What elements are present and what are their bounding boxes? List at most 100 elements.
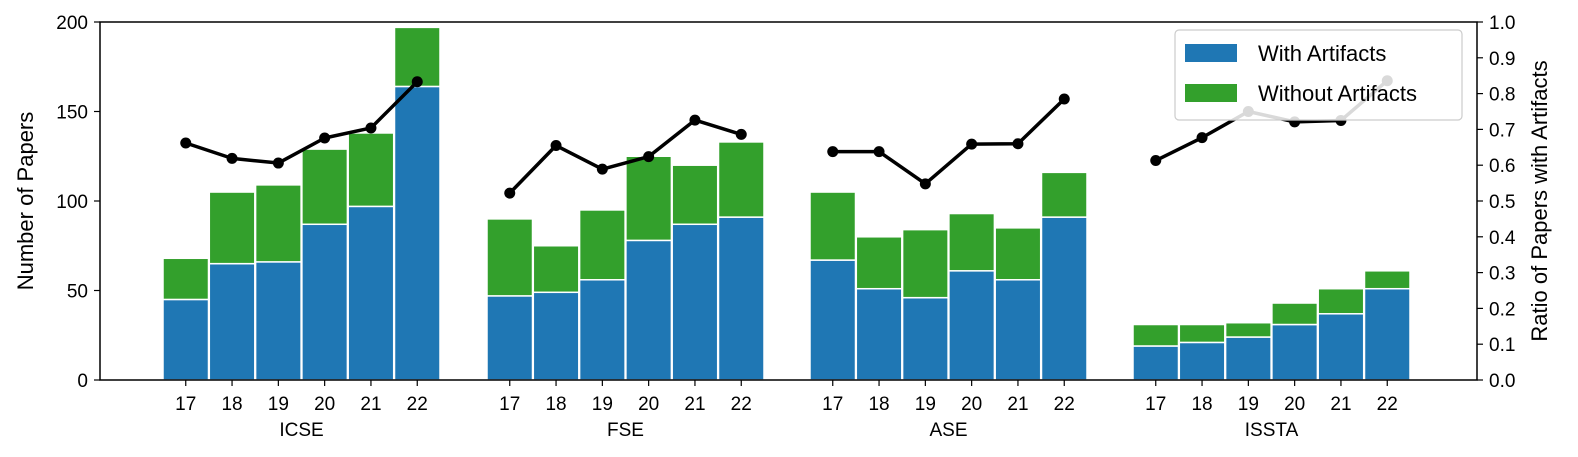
bar-without-artifacts bbox=[1317, 287, 1365, 315]
bar-without-artifacts bbox=[1178, 323, 1226, 344]
bar-without-artifacts bbox=[901, 228, 949, 299]
bar-with-artifacts bbox=[1178, 341, 1226, 381]
legend-swatch bbox=[1185, 84, 1237, 102]
ratio-point bbox=[735, 128, 747, 140]
bar-with-artifacts bbox=[208, 262, 256, 381]
y2-axis-label: Ratio of Papers with Artifacts bbox=[1527, 60, 1552, 341]
bar-without-artifacts bbox=[532, 245, 580, 294]
ratio-point bbox=[504, 187, 516, 199]
group-label: FSE bbox=[607, 420, 644, 441]
y2-tick-label: 0.7 bbox=[1489, 120, 1515, 141]
legend-label: With Artifacts bbox=[1258, 41, 1386, 66]
ratio-line-layer bbox=[180, 75, 1393, 199]
legend-swatch bbox=[1185, 44, 1237, 62]
x-tick-label: 22 bbox=[407, 394, 428, 415]
bar-without-artifacts bbox=[1132, 323, 1180, 347]
x-tick-label: 17 bbox=[822, 394, 843, 415]
group-label: ICSE bbox=[279, 420, 323, 441]
y-tick-label: 200 bbox=[56, 13, 88, 34]
ratio-point bbox=[596, 163, 608, 175]
ratio-point bbox=[319, 132, 331, 144]
x-tick-label: 18 bbox=[221, 394, 242, 415]
bar-without-artifacts bbox=[578, 209, 626, 281]
x-tick-label: 19 bbox=[915, 394, 936, 415]
bar-without-artifacts bbox=[1271, 302, 1319, 326]
x-tick-label: 18 bbox=[868, 394, 889, 415]
bar-without-artifacts bbox=[671, 164, 719, 226]
y2-tick-label: 0.6 bbox=[1489, 156, 1515, 177]
ratio-line bbox=[508, 118, 742, 195]
bar-with-artifacts bbox=[717, 216, 765, 381]
y2-tick-label: 0.4 bbox=[1489, 228, 1516, 249]
ratio-point bbox=[411, 76, 423, 88]
bar-with-artifacts bbox=[347, 205, 395, 381]
y2-tick-label: 0.8 bbox=[1489, 85, 1515, 106]
legend: With Artifacts Without Artifacts bbox=[1174, 29, 1463, 121]
x-tick-label: 17 bbox=[499, 394, 520, 415]
x-tick-label: 21 bbox=[360, 394, 381, 415]
bar-with-artifacts bbox=[254, 261, 302, 381]
bar-with-artifacts bbox=[486, 295, 534, 381]
x-tick-label: 21 bbox=[1007, 394, 1028, 415]
y2-tick-label: 0.0 bbox=[1489, 371, 1515, 392]
bar-without-artifacts bbox=[208, 191, 256, 265]
ratio-line bbox=[832, 97, 1066, 186]
x-tick-label: 19 bbox=[592, 394, 613, 415]
x-tick-label: 20 bbox=[1284, 394, 1305, 415]
ratio-point bbox=[689, 114, 701, 126]
x-tick-label: 21 bbox=[684, 394, 705, 415]
bar-with-artifacts bbox=[532, 291, 580, 381]
y-tick-label: 0 bbox=[77, 371, 88, 392]
bar-with-artifacts bbox=[1363, 287, 1411, 381]
y2-tick-label: 0.9 bbox=[1489, 49, 1515, 70]
bar-with-artifacts bbox=[1224, 336, 1272, 381]
y2-tick-label: 0.3 bbox=[1489, 264, 1515, 285]
ratio-point bbox=[873, 146, 885, 158]
y2-tick-label: 1.0 bbox=[1489, 13, 1515, 34]
bar-with-artifacts bbox=[578, 279, 626, 381]
bar-with-artifacts bbox=[994, 279, 1042, 381]
ratio-point bbox=[643, 151, 655, 163]
y-tick-label: 50 bbox=[67, 282, 88, 303]
x-tick-label: 17 bbox=[1145, 394, 1166, 415]
x-tick-label: 20 bbox=[961, 394, 982, 415]
y-axis-label: Number of Papers bbox=[13, 112, 38, 291]
bar-with-artifacts bbox=[1040, 216, 1088, 381]
bar-without-artifacts bbox=[486, 218, 534, 297]
x-tick-label: 22 bbox=[1377, 394, 1398, 415]
legend-label: Without Artifacts bbox=[1258, 81, 1417, 106]
legend-box bbox=[1174, 29, 1463, 121]
x-tick-label: 22 bbox=[731, 394, 752, 415]
bar-with-artifacts bbox=[809, 259, 857, 381]
bar-without-artifacts bbox=[301, 148, 349, 226]
ratio-point bbox=[827, 146, 839, 158]
bar-without-artifacts bbox=[948, 212, 996, 272]
x-tick-label: 19 bbox=[1238, 394, 1259, 415]
ratio-point bbox=[550, 140, 562, 152]
group-label: ISSTA bbox=[1245, 420, 1299, 441]
bar-without-artifacts bbox=[1040, 171, 1088, 218]
bar-with-artifacts bbox=[162, 298, 210, 381]
ratio-point bbox=[966, 138, 978, 150]
y2-tick-label: 0.5 bbox=[1489, 192, 1515, 213]
ratio-point bbox=[1012, 138, 1024, 150]
bar-without-artifacts bbox=[347, 132, 395, 208]
group-label: ASE bbox=[929, 420, 967, 441]
bar-without-artifacts bbox=[1363, 270, 1411, 290]
bar-with-artifacts bbox=[1317, 313, 1365, 381]
bar-with-artifacts bbox=[1132, 345, 1180, 381]
ratio-point bbox=[1150, 155, 1162, 167]
bar-with-artifacts bbox=[301, 223, 349, 381]
x-tick-label: 19 bbox=[268, 394, 289, 415]
axes-layer: 17 18 19 20 21 22 ICSE 17 18 19 20 21 22 FSE 17 18 19 20 2… bbox=[56, 13, 1516, 441]
x-tick-label: 18 bbox=[545, 394, 566, 415]
x-tick-label: 20 bbox=[638, 394, 659, 415]
ratio-point bbox=[919, 178, 931, 190]
ratio-point bbox=[226, 152, 238, 164]
bar-with-artifacts bbox=[901, 296, 949, 381]
bar-with-artifacts bbox=[948, 270, 996, 381]
bar-without-artifacts bbox=[809, 191, 857, 261]
bar-without-artifacts bbox=[162, 257, 210, 301]
y2-tick-label: 0.2 bbox=[1489, 299, 1515, 320]
